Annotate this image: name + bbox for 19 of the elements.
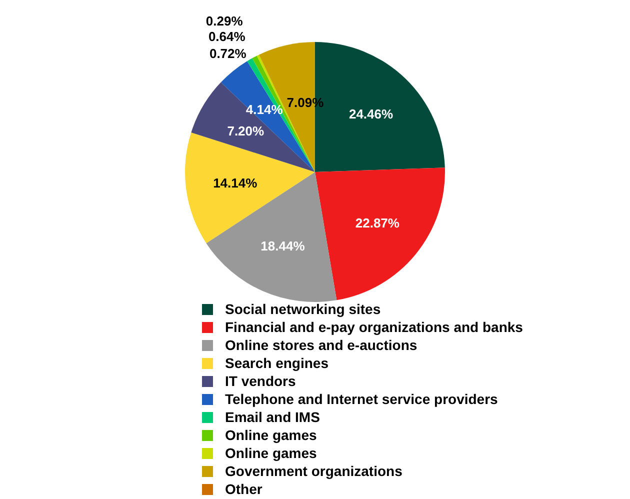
legend-label: Government organizations <box>225 462 402 480</box>
legend-label: Financial and e-pay organizations and banks <box>225 318 523 336</box>
legend-label: Email and IMS <box>225 408 320 426</box>
legend-label: Search engines <box>225 354 328 372</box>
legend-label: IT vendors <box>225 372 296 390</box>
data-label: 0.64% <box>208 29 246 44</box>
data-label: 18.44% <box>260 238 306 254</box>
legend-label: Telephone and Internet service providers <box>225 390 498 408</box>
legend-label: Online games <box>225 426 317 444</box>
data-label: 7.20% <box>227 123 265 138</box>
legend-label: Online games <box>225 444 317 462</box>
data-label: 0.72% <box>209 46 247 61</box>
data-label: 22.87% <box>355 215 400 230</box>
legend-label: Other <box>225 480 262 498</box>
legend-label: Online stores and e-auctions <box>225 336 418 354</box>
legend-label: Social networking sites <box>225 300 381 318</box>
data-label: 14.14% <box>213 175 258 190</box>
data-label: 0.29% <box>206 13 244 28</box>
data-label: 24.46% <box>348 106 394 122</box>
